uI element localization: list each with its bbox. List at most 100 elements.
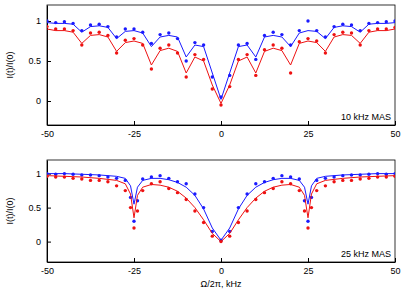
y-axis-line (47, 6, 48, 126)
fit-line (47, 174, 395, 241)
panel: -50-250255000.5125 kHz MASI(t)/I(0)Ω/2π,… (5, 160, 401, 289)
data-point (280, 174, 283, 177)
annotation: 10 kHz MAS (341, 112, 391, 122)
data-point (324, 177, 327, 180)
data-point (89, 179, 92, 182)
y-axis-title: I(t)/I(0) (5, 198, 15, 225)
data-point (254, 74, 257, 77)
x-tick: 50 (390, 258, 400, 276)
x-tick-mark (395, 121, 396, 125)
y-tick: 0.5 (28, 56, 51, 66)
data-point (167, 31, 170, 34)
plot-area (47, 19, 395, 106)
x-axis-line (48, 125, 396, 126)
y-axis-title: I(t)/I(0) (5, 52, 15, 79)
data-point (132, 220, 135, 223)
x-tick-label: 0 (219, 266, 224, 276)
data-point (393, 175, 395, 178)
plot-area (47, 172, 395, 243)
x-tick: -25 (128, 121, 141, 139)
data-point (136, 209, 139, 212)
y-tick-mark (47, 101, 51, 102)
y-tick-mark (47, 208, 51, 209)
data-point (98, 179, 101, 182)
data-point (185, 182, 188, 185)
figure: -50-250255000.5110 kHz MASI(t)/I(0)-50-2… (0, 0, 401, 290)
data-point (80, 177, 83, 180)
data-point (341, 31, 344, 34)
x-tick-label: -50 (41, 129, 54, 139)
x-tick: 25 (303, 258, 313, 276)
data-point (298, 29, 301, 32)
plot-frame (47, 5, 395, 125)
data-point (272, 43, 275, 46)
x-axis-line (48, 262, 396, 263)
data-point (350, 179, 353, 182)
data-point (350, 31, 353, 34)
data-point (115, 184, 118, 187)
y-tick-label: 0.5 (28, 56, 41, 66)
data-point (185, 59, 188, 62)
y-tick: 0 (36, 96, 51, 106)
y-tick: 1 (36, 16, 51, 26)
data-point (254, 58, 257, 61)
data-point (185, 75, 188, 78)
x-tick: 25 (303, 121, 313, 139)
data-point (324, 184, 327, 187)
x-tick-mark (134, 258, 135, 262)
data-point (150, 67, 153, 70)
plot-frame (47, 160, 395, 262)
data-point (359, 177, 362, 180)
data-point (306, 19, 309, 22)
fit-line (47, 176, 395, 242)
panel: -50 -25 0 25 50 0 0.5 1 10 kHz MAS I(t)/I(0) (5, 5, 401, 139)
data-point (341, 179, 344, 182)
data-point (306, 220, 309, 223)
x-tick-label: 25 (303, 129, 313, 139)
x-tick: 0 (219, 121, 224, 139)
data-point (158, 174, 161, 177)
data-point (158, 47, 161, 50)
data-point (289, 71, 292, 74)
y-tick-label: 1 (36, 16, 41, 26)
x-tick-mark (308, 258, 309, 262)
data-point (280, 33, 283, 36)
data-point (254, 182, 257, 185)
x-axis-title: Ω/2π, kHz (201, 279, 242, 289)
data-point (272, 31, 275, 34)
x-tick-mark (134, 121, 135, 125)
x-tick: 0 (219, 258, 224, 276)
y-tick-label: 0.5 (28, 203, 41, 213)
x-tick: -25 (128, 258, 141, 276)
x-tick-mark (395, 258, 396, 262)
x-tick-mark (221, 258, 222, 262)
data-point (115, 177, 118, 180)
data-point (124, 27, 127, 30)
x-tick-label: -25 (128, 266, 141, 276)
y-tick: 0.5 (28, 203, 51, 213)
data-point (306, 226, 309, 229)
y-tick-label: 0 (36, 96, 41, 106)
data-point (124, 39, 127, 42)
annotation: 25 kHz MAS (341, 249, 391, 259)
x-tick-label: 0 (219, 129, 224, 139)
data-point (193, 41, 196, 44)
data-point (280, 180, 283, 183)
x-tick-label: 25 (303, 266, 313, 276)
data-point (132, 37, 135, 40)
x-tick-label: 50 (390, 129, 400, 139)
data-point (310, 206, 313, 209)
data-point (167, 43, 170, 46)
y-tick: 0 (36, 237, 51, 247)
x-tick-label: -25 (128, 129, 141, 139)
data-point (89, 31, 92, 34)
data-point (98, 31, 101, 34)
fit-line (47, 29, 395, 103)
data-point (158, 180, 161, 183)
x-axis: -50-2502550 (41, 258, 401, 276)
data-point (315, 189, 318, 192)
y-tick-label: 0 (36, 237, 41, 247)
data-point (47, 25, 49, 28)
data-point (245, 53, 248, 56)
y-tick-mark (47, 61, 51, 62)
